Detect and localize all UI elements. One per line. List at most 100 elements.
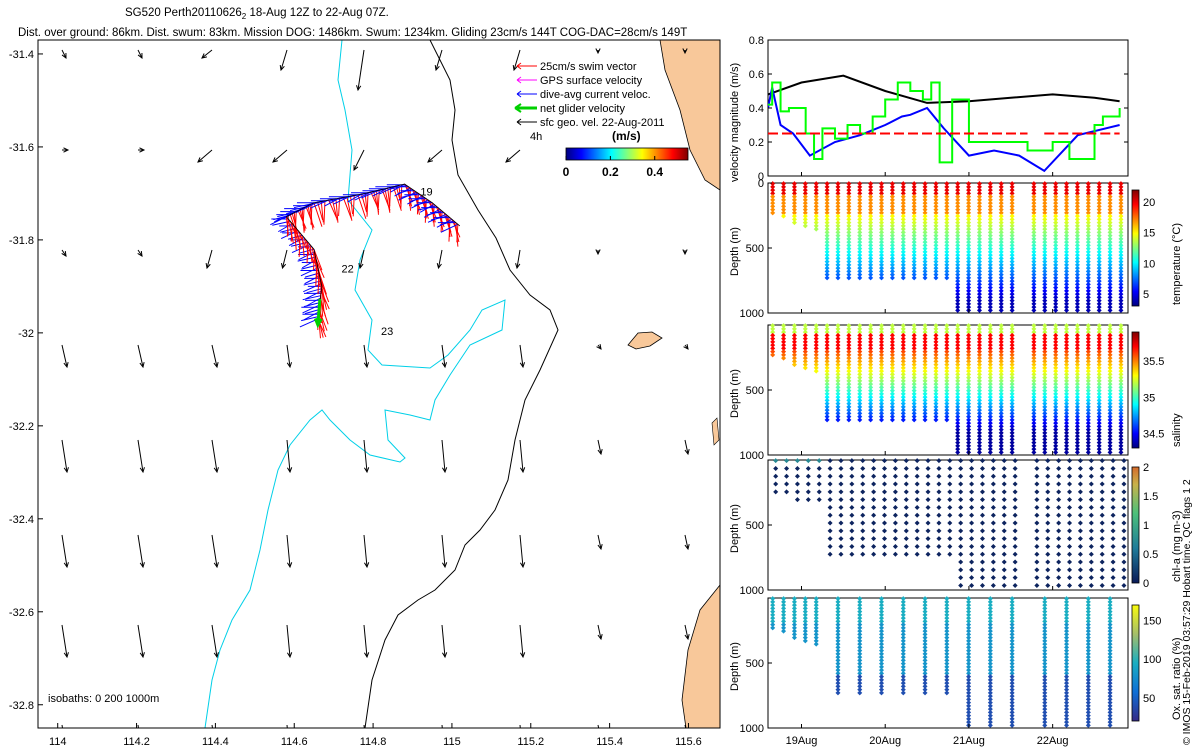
colorbar-tick-label: 35 xyxy=(1143,392,1155,404)
section-point xyxy=(987,609,993,615)
geo-arrow xyxy=(597,724,600,728)
section-point xyxy=(1107,255,1113,261)
section-point xyxy=(879,233,885,239)
section-point xyxy=(1074,362,1080,368)
section-point xyxy=(944,236,950,242)
section-point xyxy=(998,345,1004,351)
section-point xyxy=(900,414,906,420)
section-point xyxy=(1085,433,1091,439)
section-point xyxy=(922,394,928,400)
section-point xyxy=(1107,449,1113,455)
section-point xyxy=(933,223,939,229)
section-point xyxy=(889,375,895,381)
section-point xyxy=(1107,265,1113,271)
section-point xyxy=(835,618,841,624)
section-point xyxy=(900,181,906,187)
section-point xyxy=(889,349,895,355)
section-point xyxy=(1118,407,1124,413)
section-point xyxy=(1009,220,1015,226)
section-point xyxy=(824,355,830,361)
section-point xyxy=(824,223,830,229)
section-point xyxy=(813,207,819,213)
section-point xyxy=(835,397,841,403)
section-point xyxy=(914,536,920,542)
section-point xyxy=(824,417,830,423)
section-point xyxy=(1074,213,1080,219)
section-point xyxy=(925,497,931,503)
section-point xyxy=(922,345,928,351)
section-point xyxy=(1118,285,1124,291)
swim-vector xyxy=(297,230,307,249)
section-point xyxy=(879,268,885,274)
section-point xyxy=(1110,528,1116,534)
section-point xyxy=(976,275,982,281)
section-point xyxy=(1118,203,1124,209)
section-point xyxy=(879,181,885,187)
section-point xyxy=(966,648,972,654)
section-point xyxy=(1096,285,1102,291)
section-point xyxy=(1096,294,1102,300)
section-point xyxy=(1085,683,1091,689)
section-point xyxy=(976,420,982,426)
dac-vector xyxy=(304,309,320,315)
section-point xyxy=(1118,226,1124,232)
section-point xyxy=(882,528,888,534)
section-point xyxy=(1001,465,1007,471)
section-point xyxy=(791,187,797,193)
section-point xyxy=(1009,294,1015,300)
section-point xyxy=(835,407,841,413)
section-point xyxy=(933,239,939,245)
section-point xyxy=(889,197,895,203)
section-point xyxy=(1107,349,1113,355)
section-point xyxy=(1074,417,1080,423)
section-point xyxy=(979,575,985,581)
section-point xyxy=(857,207,863,213)
section-point xyxy=(914,473,920,479)
section-point xyxy=(944,654,950,660)
section-point xyxy=(1074,339,1080,345)
section-point xyxy=(1085,252,1091,258)
section-point xyxy=(1042,719,1048,725)
section-point xyxy=(911,342,917,348)
section-point xyxy=(944,602,950,608)
section-point xyxy=(987,323,993,329)
section-point xyxy=(827,481,833,487)
section-point xyxy=(1067,473,1073,479)
section-point xyxy=(1009,654,1015,660)
section-point xyxy=(868,181,874,187)
section-point xyxy=(1042,602,1048,608)
section-point xyxy=(987,233,993,239)
section-point xyxy=(846,181,852,187)
section-point xyxy=(1096,397,1102,403)
section-point xyxy=(1042,388,1048,394)
section-point xyxy=(922,216,928,222)
section-point xyxy=(1053,381,1059,387)
section-point xyxy=(1064,690,1070,696)
section-point xyxy=(1096,252,1102,258)
section-point xyxy=(987,239,993,245)
section-point xyxy=(998,362,1004,368)
section-point xyxy=(879,381,885,387)
section-point xyxy=(1121,575,1127,581)
section-point xyxy=(976,352,982,358)
map-x-tick-label: 114.2 xyxy=(123,736,150,748)
section-point xyxy=(827,504,833,510)
section-point xyxy=(987,381,993,387)
dac-vector xyxy=(297,256,316,262)
section-point xyxy=(903,481,909,487)
section-point xyxy=(1064,404,1070,410)
section-point xyxy=(1009,268,1015,274)
section-point xyxy=(1056,520,1062,526)
section-point xyxy=(835,229,841,235)
section-point xyxy=(966,401,972,407)
section-point xyxy=(900,200,906,206)
section-point xyxy=(868,349,874,355)
section-point xyxy=(1118,349,1124,355)
section-point xyxy=(827,528,833,534)
section-point xyxy=(998,207,1004,213)
section-point xyxy=(857,683,863,689)
section-point xyxy=(857,628,863,634)
glider-track-line xyxy=(285,183,461,319)
section-point xyxy=(770,200,776,206)
section-point xyxy=(868,223,874,229)
